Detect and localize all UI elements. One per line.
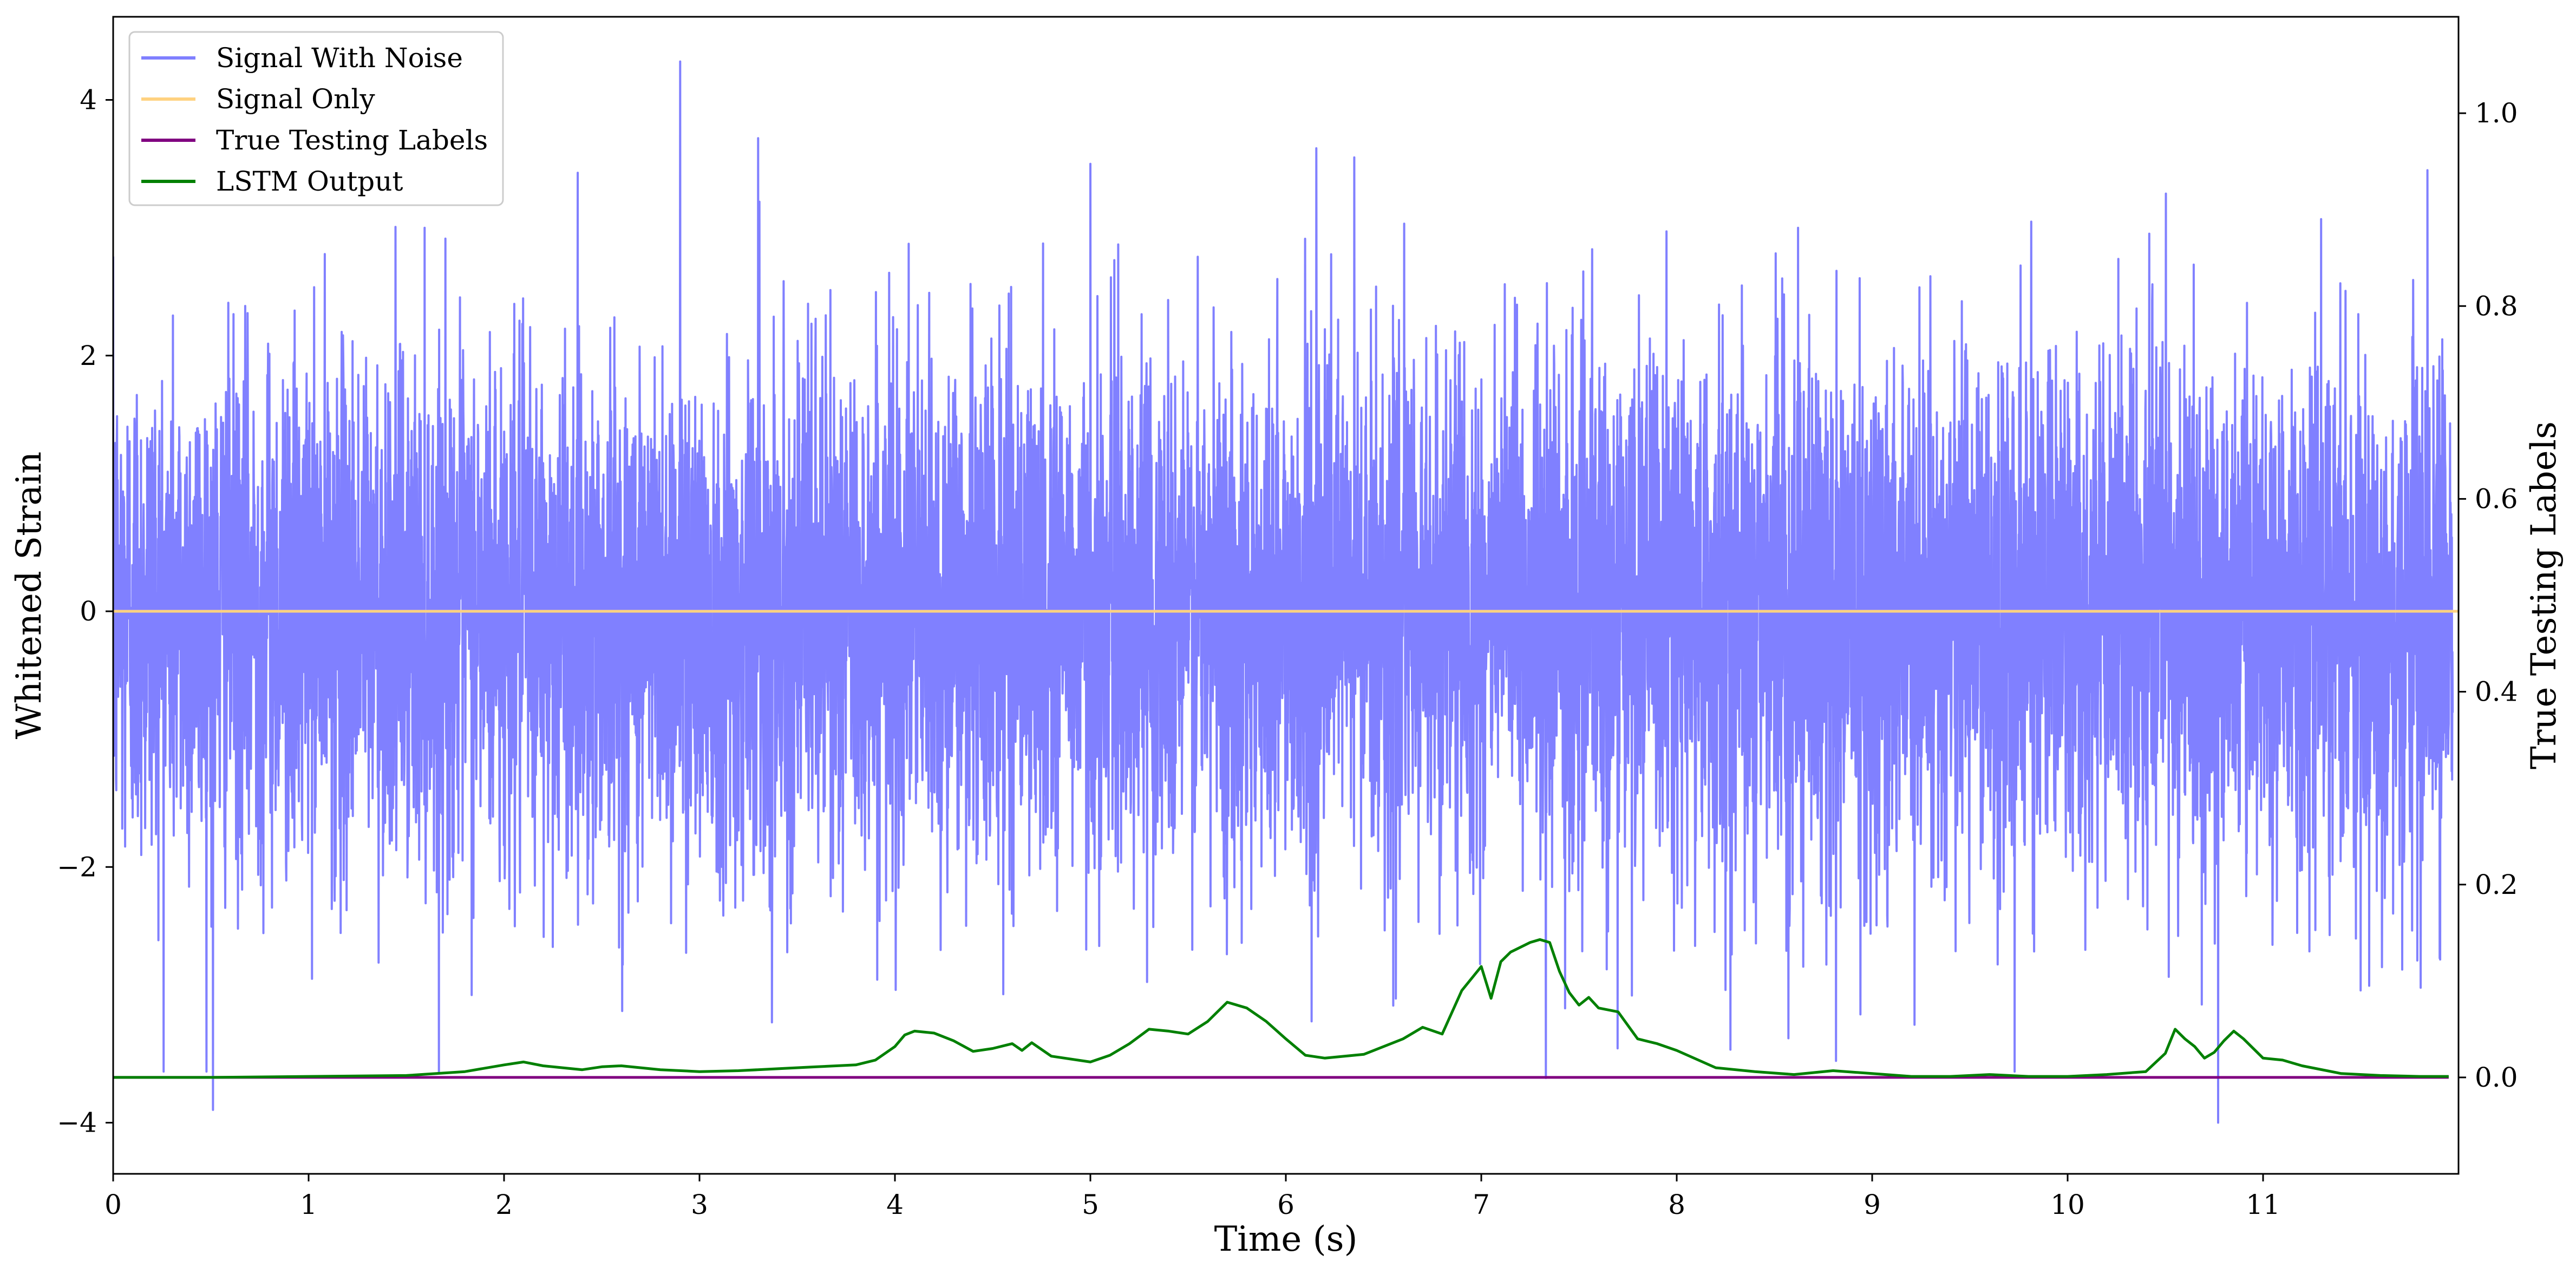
y2-tick-label: 0.0	[2475, 1062, 2518, 1093]
y2-tick-label: 0.4	[2475, 676, 2518, 708]
x-tick-label: 11	[2246, 1189, 2280, 1220]
line-series-group	[113, 610, 2459, 1079]
y2-tick-label: 0.8	[2475, 290, 2518, 322]
y-axis-right: 0.0 0.2 0.4 0.6 0.8 1.0	[2459, 97, 2518, 1093]
y-axis-left: −4 −2 0 2 4	[57, 84, 113, 1139]
y2-tick-label: 0.2	[2475, 869, 2518, 900]
x-tick-label: 7	[1473, 1189, 1490, 1220]
legend-label-true-testing-labels: True Testing Labels	[216, 125, 488, 156]
legend-box	[128, 31, 504, 206]
line-lstm-output	[113, 938, 2449, 1079]
x-tick-label: 2	[495, 1189, 513, 1220]
legend: Signal With Noise Signal Only True Testing…	[128, 31, 504, 206]
series-signal-with-noise	[113, 60, 2454, 1124]
x-tick-label: 0	[104, 1189, 122, 1220]
x-axis: 0 1 2 3 4 5 6 7 8 9 10 11	[104, 1174, 2280, 1220]
line-signal-with-noise	[113, 60, 2454, 1124]
y-tick-label: −2	[57, 851, 97, 883]
x-tick-label: 4	[886, 1189, 904, 1220]
x-tick-label: 9	[1864, 1189, 1881, 1220]
plot-area	[113, 60, 2459, 1124]
x-axis-label: Time (s)	[1214, 1219, 1358, 1259]
x-tick-label: 6	[1277, 1189, 1294, 1220]
legend-label-lstm-output: LSTM Output	[216, 166, 403, 197]
legend-label-signal-only: Signal Only	[216, 83, 375, 115]
y2-tick-label: 1.0	[2475, 97, 2518, 129]
x-tick-label: 10	[2050, 1189, 2085, 1220]
y-axis-label: Whitened Strain	[9, 452, 49, 739]
x-tick-label: 5	[1082, 1189, 1099, 1220]
x-tick-label: 1	[300, 1189, 317, 1220]
legend-label-signal-with-noise: Signal With Noise	[216, 42, 463, 74]
y-tick-label: 2	[80, 340, 97, 371]
y-tick-label: −4	[57, 1107, 97, 1139]
y-tick-label: 4	[80, 84, 97, 115]
y2-axis-label: True Testing Labels	[2524, 421, 2564, 769]
x-tick-label: 8	[1668, 1189, 1685, 1220]
x-tick-label: 3	[691, 1189, 708, 1220]
y-tick-label: 0	[80, 596, 97, 627]
y2-tick-label: 0.6	[2475, 483, 2518, 514]
